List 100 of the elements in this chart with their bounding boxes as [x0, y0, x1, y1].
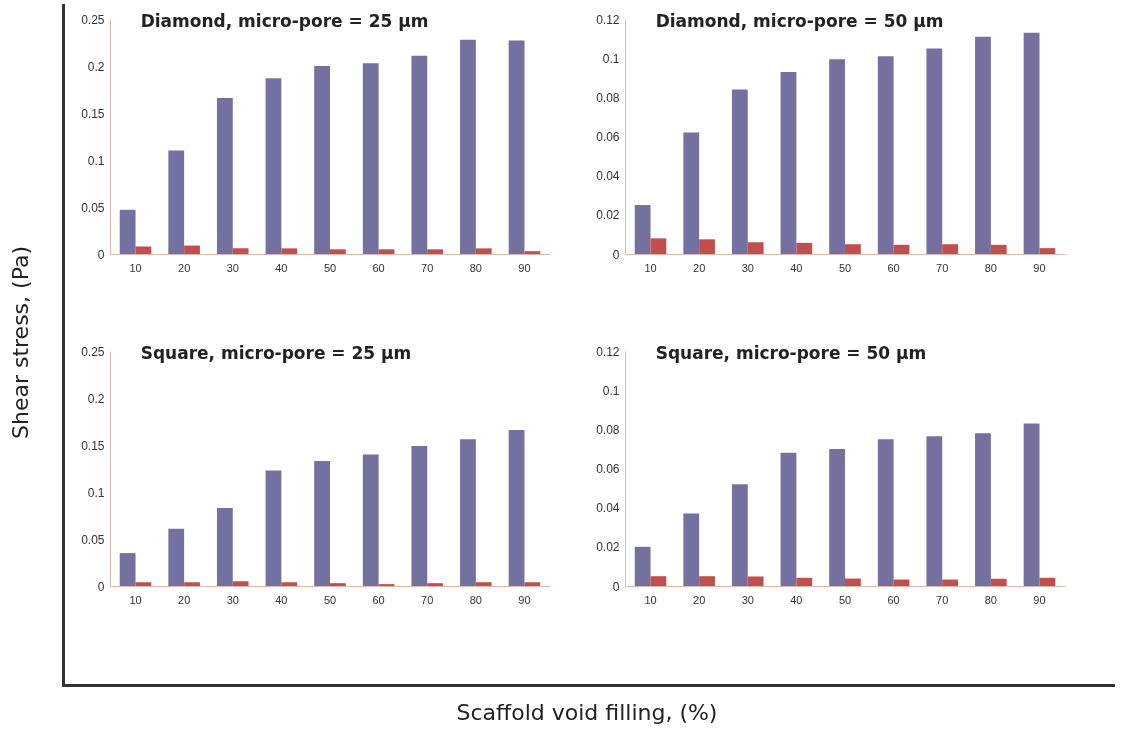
- x-axis-title: Scaffold void filling, (%): [455, 700, 719, 725]
- bar: [265, 78, 282, 254]
- bar: [281, 248, 298, 254]
- x-tick-label: 50: [838, 593, 852, 606]
- bar: [796, 242, 813, 254]
- y-tick-label: 0.04: [596, 501, 620, 516]
- bar: [683, 132, 700, 254]
- x-tick-label: 70: [936, 261, 949, 274]
- bar: [747, 242, 764, 254]
- x-tick-label: 60: [887, 593, 900, 606]
- bar: [699, 239, 715, 254]
- bar: [780, 452, 797, 586]
- bar: [475, 582, 492, 586]
- bar: [1039, 577, 1056, 586]
- y-tick-label: 0.2: [87, 391, 105, 406]
- bar: [845, 578, 861, 586]
- y-tick-label: 0.02: [596, 540, 620, 555]
- bar: [731, 89, 748, 254]
- bar: [184, 245, 200, 254]
- bar: [119, 553, 136, 586]
- chart-title: Square, micro-pore = 50 µm: [655, 343, 927, 363]
- x-tick-label: 90: [1033, 261, 1046, 274]
- bar: [168, 528, 185, 586]
- x-tick-label: 50: [323, 593, 337, 606]
- bar: [699, 576, 715, 586]
- y-tick-label: 0.25: [81, 344, 105, 359]
- bar: [362, 454, 379, 586]
- y-tick-label: 0: [97, 579, 105, 594]
- bar: [216, 97, 233, 254]
- x-tick-label: 10: [644, 261, 657, 274]
- bar: [232, 248, 249, 254]
- y-tick-label: 0.05: [81, 200, 105, 215]
- x-tick-label: 50: [838, 261, 852, 274]
- bar: [475, 248, 492, 254]
- y-tick-label: 0.1: [87, 153, 105, 168]
- bar: [508, 40, 525, 254]
- bar: [634, 546, 651, 586]
- bar: [1023, 32, 1040, 254]
- y-tick-label: 0.1: [602, 383, 620, 398]
- bar: [427, 249, 444, 254]
- bar: [168, 150, 185, 254]
- bar: [683, 513, 700, 586]
- bar: [184, 582, 200, 586]
- bar: [265, 470, 282, 586]
- x-tick-label: 20: [693, 261, 706, 274]
- bar: [650, 238, 667, 254]
- bar: [427, 583, 444, 586]
- y-tick-label: 0: [612, 247, 620, 262]
- y-tick-label: 0.06: [596, 130, 620, 144]
- x-tick-label: 10: [129, 261, 142, 274]
- x-tick-label: 80: [469, 261, 482, 274]
- x-tick-label: 40: [790, 593, 803, 606]
- bar: [845, 244, 861, 254]
- x-tick-label: 70: [421, 261, 434, 274]
- x-tick-label: 10: [644, 593, 657, 606]
- x-tick-label: 90: [1033, 593, 1046, 606]
- y-tick-label: 0.1: [602, 51, 620, 66]
- bar: [411, 55, 428, 254]
- x-tick-label: 60: [372, 261, 385, 274]
- x-tick-label: 90: [518, 261, 531, 274]
- bar: [1039, 248, 1056, 254]
- x-tick-label: 20: [178, 593, 191, 606]
- y-tick-label: 0.05: [81, 532, 105, 547]
- bar: [508, 429, 525, 586]
- bar: [877, 56, 894, 254]
- x-tick-label: 30: [226, 261, 239, 274]
- bar: [524, 251, 541, 254]
- x-tick-label: 80: [984, 593, 997, 606]
- y-axis-title: Shear stress, (Pa): [7, 245, 33, 439]
- y-tick-label: 0.2: [87, 59, 105, 74]
- bar: [926, 436, 943, 586]
- y-tick-label: 0.25: [81, 12, 105, 27]
- bar: [524, 582, 541, 586]
- chart-title: Diamond, micro-pore = 50 µm: [655, 11, 944, 31]
- bar: [634, 205, 651, 254]
- x-tick-label: 70: [936, 593, 949, 606]
- y-tick-label: 0.08: [596, 90, 620, 105]
- bar: [1023, 423, 1040, 586]
- bar: [650, 576, 667, 586]
- bar: [232, 581, 249, 586]
- bar: [330, 583, 346, 586]
- bar: [990, 578, 1007, 586]
- bar: [119, 209, 136, 254]
- y-tick-label: 0.12: [596, 344, 620, 359]
- bar: [135, 582, 152, 586]
- bar: [460, 439, 476, 586]
- bar: [877, 439, 894, 586]
- x-tick-label: 90: [518, 593, 531, 606]
- x-tick-label: 30: [226, 593, 239, 606]
- chart-title: Square, micro-pore = 25 µm: [140, 343, 412, 363]
- x-tick-label: 10: [129, 593, 142, 606]
- y-tick-label: 0.02: [596, 208, 620, 223]
- y-tick-label: 0.12: [596, 12, 620, 27]
- bar: [990, 244, 1007, 254]
- bar: [314, 460, 330, 586]
- bar: [975, 433, 991, 586]
- y-tick-label: 0.06: [596, 462, 620, 476]
- x-tick-label: 40: [275, 593, 288, 606]
- x-tick-label: 80: [984, 261, 997, 274]
- x-tick-label: 50: [323, 261, 337, 274]
